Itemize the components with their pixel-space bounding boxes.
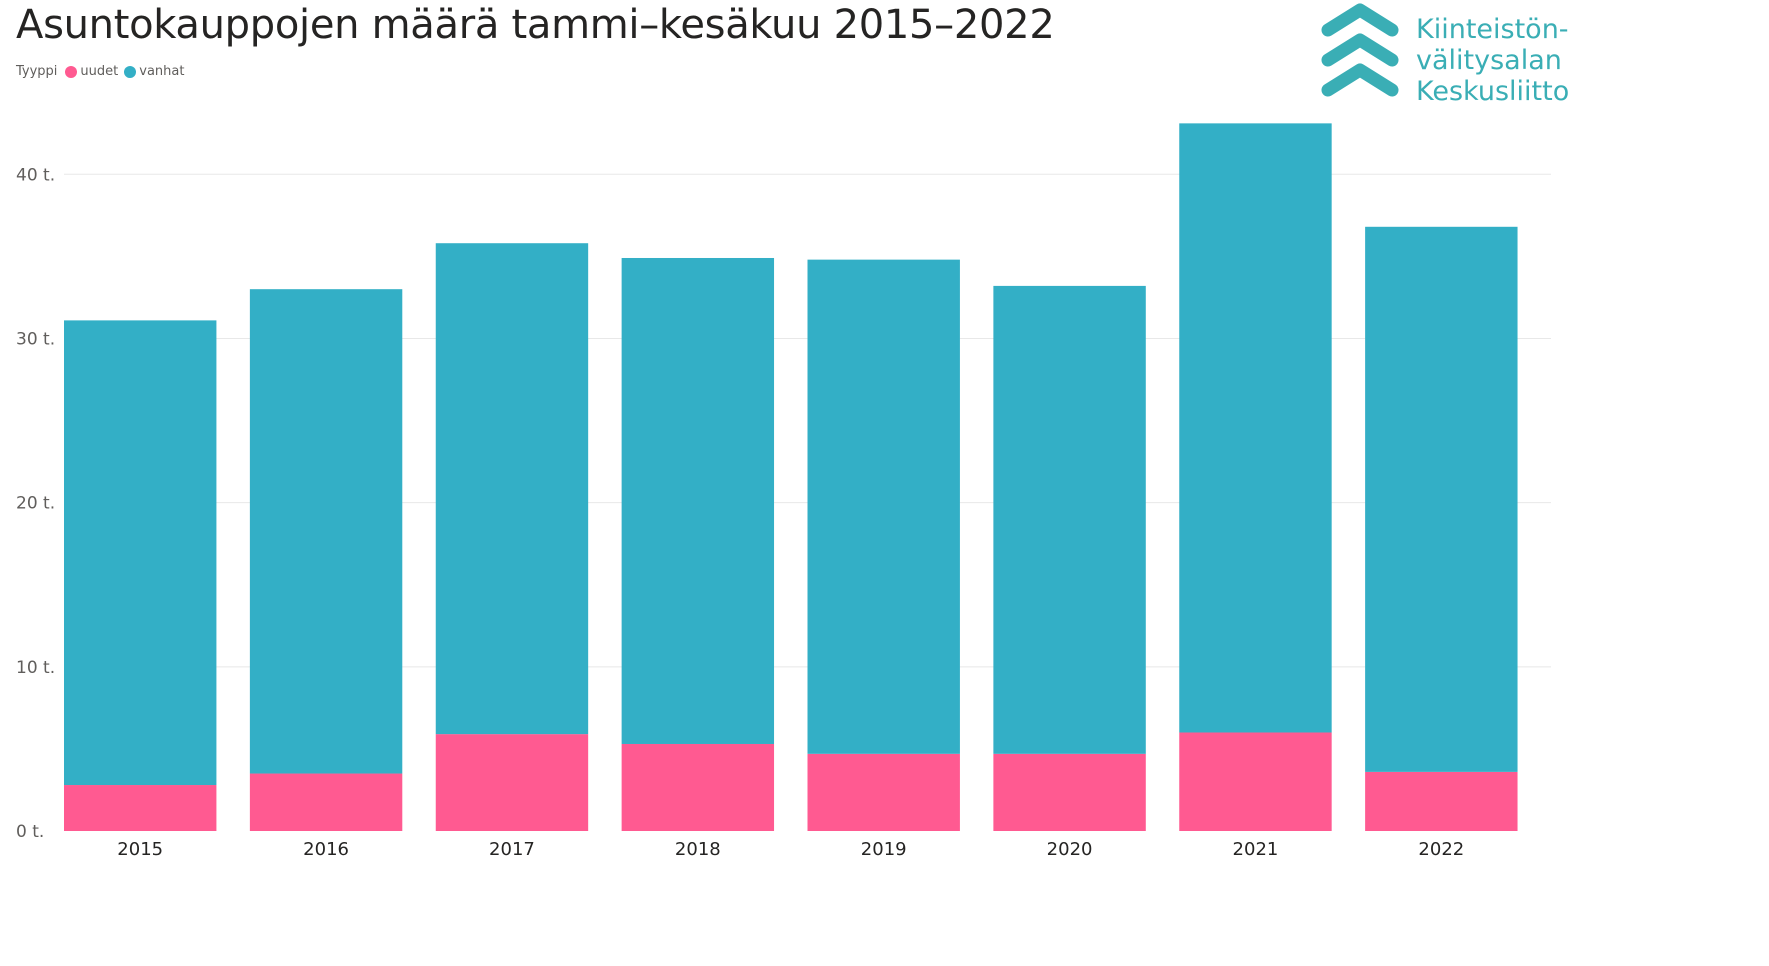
- legend-dot-vanhat: [124, 65, 137, 78]
- bar-uudet-2017[interactable]: [435, 734, 589, 831]
- chevron-logo-icon: [1321, 3, 1399, 97]
- y-tick-label: 20 t.: [16, 494, 55, 514]
- bar-uudet-2022[interactable]: [1365, 771, 1518, 831]
- logo-line-3: Keskusliitto: [1416, 76, 1570, 107]
- y-tick-label: 0 t.: [16, 822, 44, 842]
- bar-vanhat-2016[interactable]: [249, 289, 403, 774]
- bar-uudet-2020[interactable]: [993, 753, 1146, 831]
- chart-title: Asuntokauppojen määrä tammi–kesäkuu 2015…: [16, 2, 1055, 48]
- legend-title: Tyyppi: [16, 64, 58, 79]
- y-tick-label: 40 t.: [16, 165, 55, 185]
- bar-vanhat-2020[interactable]: [993, 285, 1146, 754]
- logo-line-1: Kiinteistön-: [1416, 14, 1569, 45]
- legend-item-vanhat[interactable]: vanhat: [124, 64, 184, 79]
- bar-uudet-2015[interactable]: [64, 785, 217, 831]
- legend-label-vanhat: vanhat: [139, 64, 185, 79]
- legend-label-uudet: uudet: [80, 64, 119, 79]
- x-tick-label: 2017: [489, 839, 535, 860]
- x-tick-label: 2022: [1418, 839, 1464, 860]
- bar-vanhat-2017[interactable]: [435, 243, 589, 735]
- legend-dot-uudet: [65, 65, 78, 78]
- bar-uudet-2021[interactable]: [1179, 732, 1332, 831]
- bar-uudet-2018[interactable]: [621, 743, 775, 831]
- bar-vanhat-2021[interactable]: [1179, 123, 1332, 733]
- organization-logo: Kiinteistön- välitysalan Keskusliitto: [1320, 2, 1569, 107]
- x-tick-label: 2016: [303, 839, 349, 860]
- x-tick-label: 2021: [1233, 839, 1279, 860]
- bar-uudet-2016[interactable]: [249, 773, 403, 831]
- bar-uudet-2019[interactable]: [807, 753, 960, 831]
- x-tick-label: 2018: [675, 839, 721, 860]
- y-tick-label: 10 t.: [16, 658, 55, 678]
- legend-item-uudet[interactable]: uudet: [65, 64, 118, 79]
- bar-vanhat-2022[interactable]: [1365, 226, 1518, 772]
- y-tick-label: 30 t.: [16, 329, 55, 349]
- x-tick-label: 2015: [117, 839, 163, 860]
- x-tick-label: 2019: [861, 839, 907, 860]
- bar-vanhat-2019[interactable]: [807, 259, 960, 754]
- legend: Tyyppi uudet vanhat: [16, 64, 190, 79]
- bar-vanhat-2018[interactable]: [621, 257, 775, 744]
- logo-text: Kiinteistön- välitysalan Keskusliitto: [1416, 14, 1569, 107]
- logo-line-2: välitysalan: [1416, 45, 1562, 76]
- x-tick-label: 2020: [1047, 839, 1093, 860]
- bar-vanhat-2015[interactable]: [64, 320, 217, 786]
